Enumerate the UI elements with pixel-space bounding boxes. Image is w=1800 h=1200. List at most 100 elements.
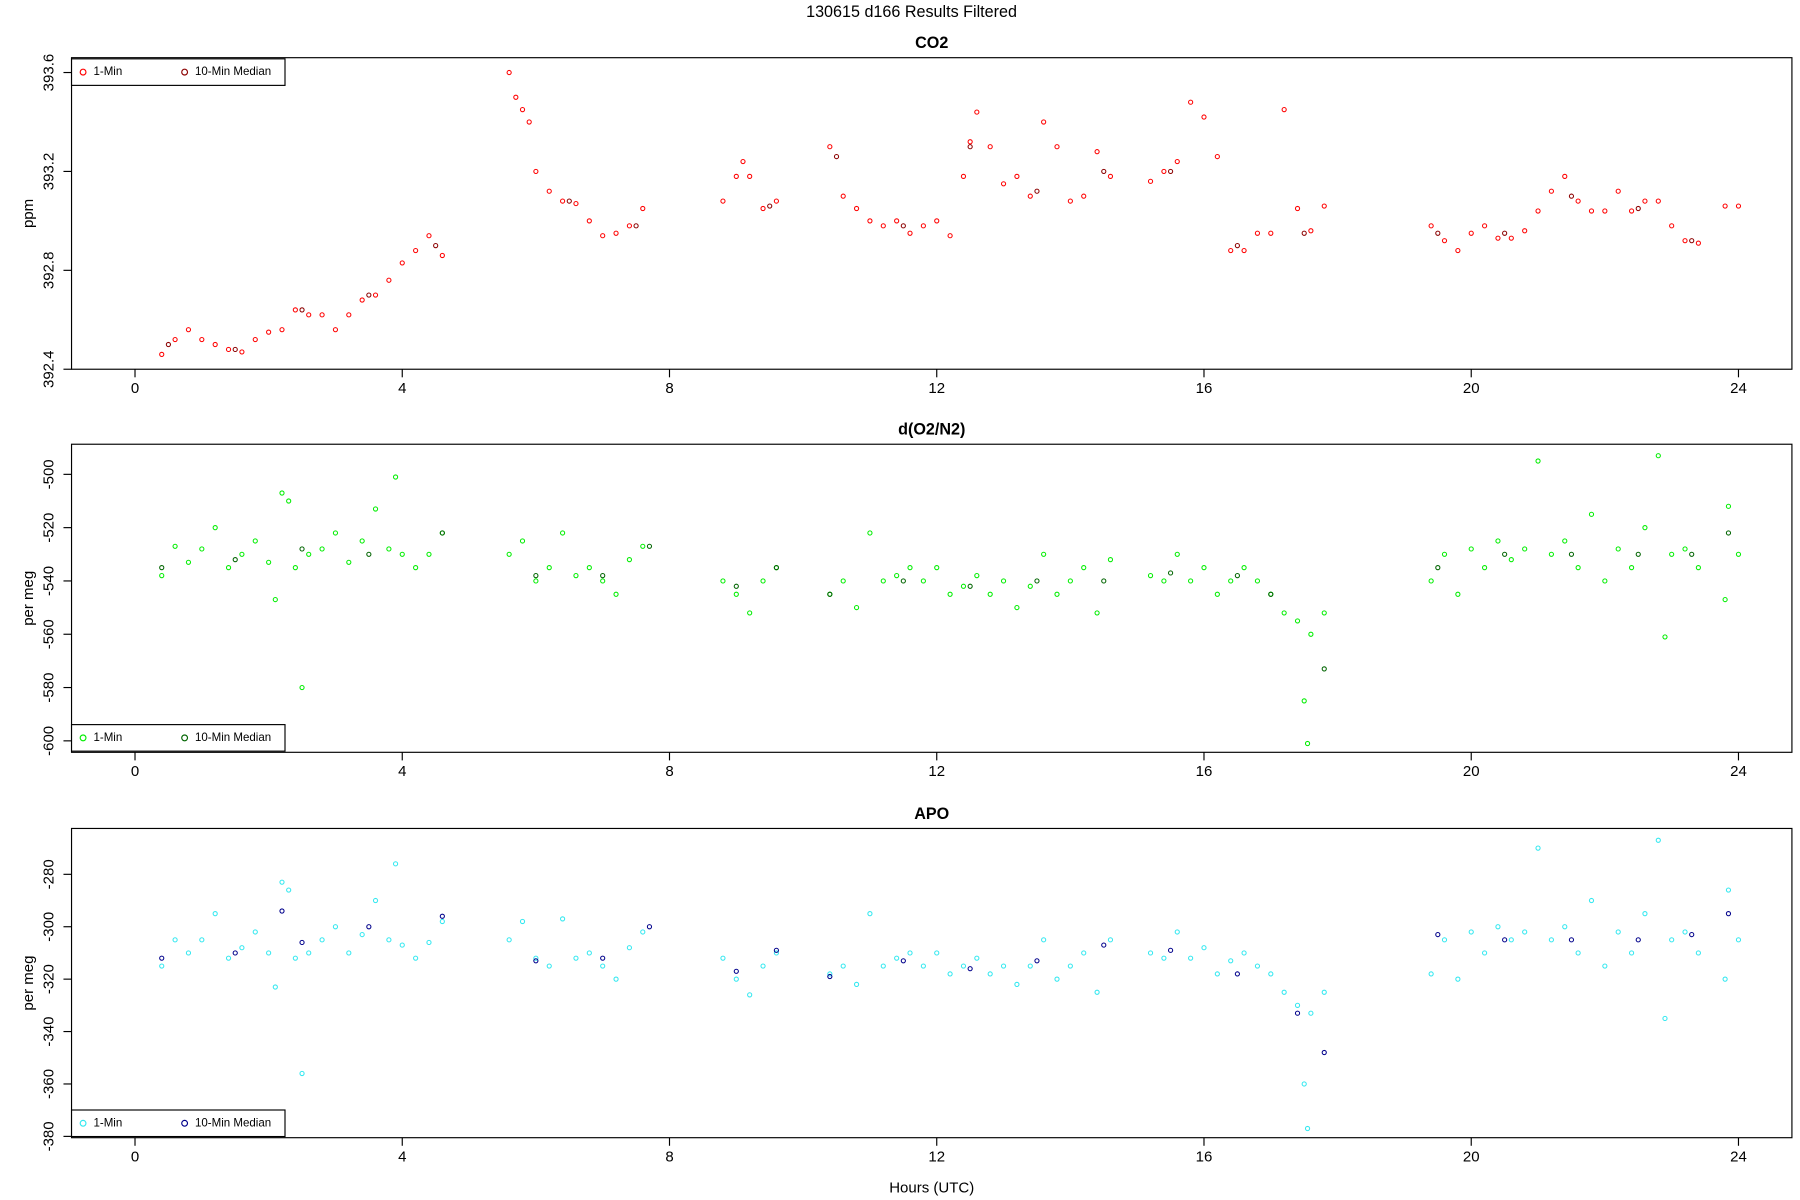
data-point [225, 955, 232, 961]
data-point [306, 312, 312, 318]
x-tick-label: 0 [131, 380, 139, 397]
data-point [613, 591, 619, 597]
data-point [1495, 924, 1501, 930]
data-point [1695, 565, 1701, 571]
data-point [1575, 565, 1581, 571]
data-point [1308, 1010, 1314, 1016]
data-point [900, 223, 906, 229]
data-point [346, 559, 352, 565]
data-point [1254, 963, 1261, 969]
data-point [1101, 168, 1107, 175]
data-point [853, 605, 860, 611]
data-point [1041, 551, 1047, 557]
data-point [600, 955, 606, 961]
data-point [1642, 525, 1648, 531]
data-point [159, 573, 165, 579]
x-tick-label: 24 [1730, 380, 1747, 397]
data-point [546, 188, 552, 194]
data-point [1254, 230, 1261, 236]
data-point [560, 530, 566, 536]
data-point [1522, 228, 1528, 234]
data-point [853, 981, 860, 987]
data-point [967, 966, 973, 972]
y-tick-label: -580 [41, 673, 58, 703]
legend-box [70, 58, 286, 86]
data-point [1481, 565, 1488, 571]
data-point [1725, 503, 1732, 509]
y-tick-label: -540 [41, 566, 58, 596]
data-point [1468, 230, 1474, 236]
data-point [1167, 570, 1174, 576]
legend-label: 10-Min Median [195, 66, 271, 78]
x-axis-title: Hours (UTC) [889, 1179, 974, 1196]
data-point [1268, 230, 1274, 236]
data-point [279, 327, 285, 333]
data-point [1294, 1010, 1301, 1016]
data-point [299, 684, 305, 691]
data-point [239, 945, 245, 951]
data-point [920, 223, 926, 229]
data-point [1228, 578, 1234, 584]
data-point [1161, 168, 1167, 175]
data-point [1508, 937, 1514, 943]
data-point [573, 955, 579, 961]
data-point [613, 976, 619, 982]
data-point [286, 498, 292, 504]
legend-label: 10-Min Median [195, 732, 271, 744]
data-point [1174, 551, 1180, 557]
y-tick-label: -320 [41, 964, 58, 994]
x-tick-label: 4 [398, 763, 406, 780]
data-point [867, 911, 873, 917]
data-point [960, 583, 967, 589]
data-point [1635, 551, 1641, 557]
data-point [359, 538, 365, 544]
data-point [934, 565, 940, 571]
data-point [1234, 971, 1240, 977]
data-point [159, 963, 165, 969]
data-point [760, 963, 766, 969]
data-point [1294, 205, 1301, 212]
data-point [252, 538, 258, 544]
data-point [252, 336, 258, 343]
data-point [1615, 188, 1621, 194]
data-point [626, 945, 633, 951]
data-point [399, 942, 405, 948]
x-tick-label: 12 [928, 763, 945, 780]
data-point [1301, 1081, 1307, 1087]
data-point [399, 260, 405, 266]
data-point [1695, 240, 1701, 246]
data-point [880, 223, 886, 229]
data-point [747, 173, 753, 179]
data-point [586, 565, 592, 571]
data-point [199, 937, 205, 943]
plot-frame [70, 57, 1793, 370]
data-point [1669, 551, 1675, 557]
x-tick-label: 0 [131, 763, 139, 780]
data-point [292, 955, 298, 961]
data-point [560, 198, 566, 204]
data-point [299, 546, 305, 552]
data-point [947, 233, 953, 239]
x-tick-label: 20 [1463, 1148, 1480, 1165]
data-point [279, 490, 285, 496]
data-point [987, 971, 993, 977]
data-point [372, 292, 379, 298]
data-point [1735, 937, 1742, 943]
data-point [1628, 208, 1635, 214]
data-point [1321, 203, 1327, 209]
data-point [1027, 193, 1033, 199]
data-point [426, 939, 432, 946]
data-point [232, 557, 238, 563]
data-point [513, 94, 519, 100]
data-point [1081, 950, 1087, 956]
data-point [773, 565, 779, 571]
data-point [1588, 208, 1595, 214]
data-point [1000, 578, 1007, 584]
x-tick-label: 24 [1730, 763, 1747, 780]
data-point [773, 950, 779, 956]
x-tick-label: 20 [1463, 763, 1480, 780]
data-point [332, 924, 339, 930]
data-point [1642, 198, 1648, 204]
data-point [165, 341, 172, 348]
